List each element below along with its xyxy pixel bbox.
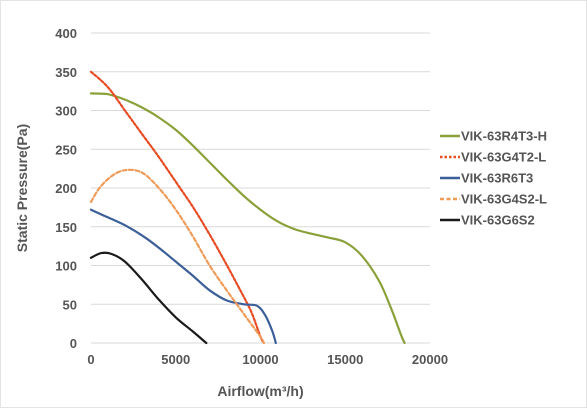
legend-label: VIK-63G6S2 — [461, 213, 535, 228]
series-layer — [89, 70, 406, 345]
legend-label: VIK-63G4S2-L — [461, 192, 547, 207]
legend-label: VIK-63G4T2-L — [461, 150, 546, 165]
y-tick-label: 0 — [70, 336, 77, 351]
series-line-3 — [89, 208, 277, 345]
y-tick-label: 400 — [55, 26, 77, 41]
grid-layer — [91, 32, 430, 344]
x-tick-label: 10000 — [242, 352, 278, 367]
y-tick-label: 50 — [63, 297, 77, 312]
x-axis-title: Airflow(m³/h) — [217, 383, 303, 399]
y-tick-label: 250 — [55, 142, 77, 157]
y-tick-label: 150 — [55, 220, 77, 235]
y-axis-title: Static Pressure(Pa) — [14, 124, 30, 252]
y-tick-label: 100 — [55, 259, 77, 274]
tick-layer: 0 50 100 150 200 250 300 350 400 0 5000 10000 15000 2… — [55, 26, 448, 367]
series-line-4 — [89, 168, 265, 345]
y-tick-label: 350 — [55, 65, 77, 80]
legend-label: VIK-63R4T3-H — [461, 129, 547, 144]
series-line-5 — [89, 251, 208, 345]
x-tick-label: 0 — [87, 352, 94, 367]
x-tick-label: 20000 — [412, 352, 448, 367]
x-tick-label: 5000 — [161, 352, 190, 367]
y-tick-label: 300 — [55, 104, 77, 119]
legend: VIK-63R4T3-H VIK-63G4T2-L VIK-63R6T3 VIK-63… — [440, 129, 547, 228]
legend-label: VIK-63R6T3 — [461, 171, 533, 186]
series-line-1 — [89, 92, 406, 345]
series-line-2 — [89, 70, 265, 345]
y-tick-label: 200 — [55, 181, 77, 196]
x-tick-label: 15000 — [327, 352, 363, 367]
